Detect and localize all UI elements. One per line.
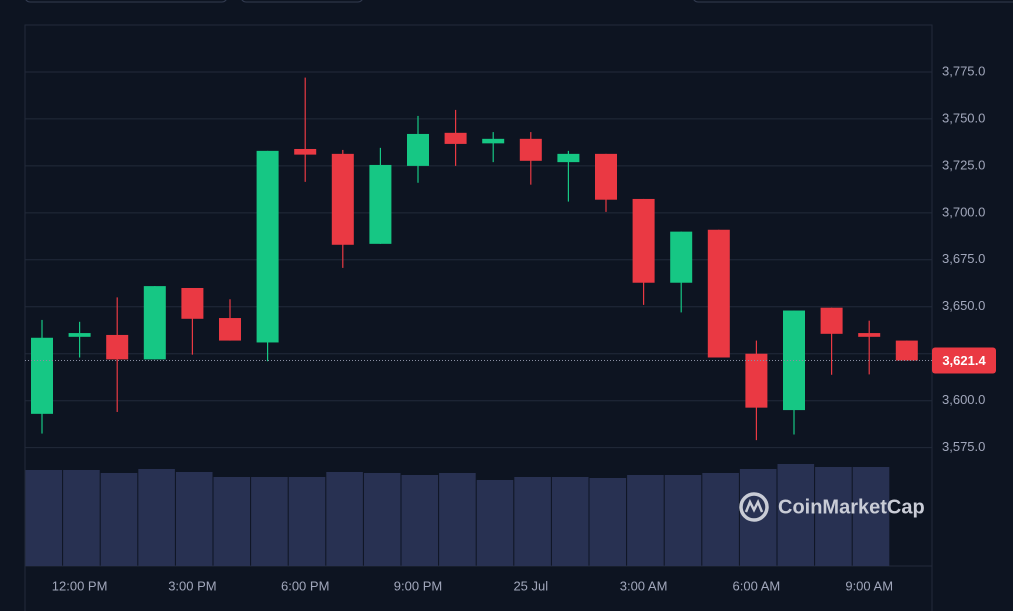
- candle-body: [595, 153, 617, 200]
- x-tick-label: 9:00 PM: [394, 578, 442, 593]
- candle-body: [68, 333, 91, 337]
- last-price-box: [932, 347, 996, 374]
- candle-body: [707, 229, 730, 358]
- volume-bar: [138, 469, 175, 566]
- candle-body: [31, 337, 53, 414]
- candle-body: [256, 150, 279, 343]
- volume-bar: [439, 473, 476, 566]
- volume-bar: [25, 470, 63, 566]
- volume-bar: [476, 480, 514, 566]
- candle-body: [294, 148, 317, 155]
- volume-bar: [514, 477, 551, 566]
- volume-bar: [288, 477, 326, 566]
- candle-body: [670, 231, 693, 283]
- volume-bar: [363, 473, 401, 566]
- y-tick-label: 3,775.0: [942, 63, 985, 78]
- volume-bar: [664, 475, 702, 566]
- candle-body: [444, 132, 467, 144]
- watermark-logo: [739, 492, 769, 522]
- x-tick-label: 3:00 PM: [168, 578, 216, 593]
- volume-bar: [63, 470, 100, 566]
- volume-bar: [100, 473, 138, 566]
- volume-bar: [815, 467, 852, 566]
- volume-bar: [401, 475, 439, 566]
- volume-bar: [702, 473, 739, 566]
- y-tick-label: 3,650.0: [942, 298, 985, 313]
- candle-body: [895, 340, 918, 361]
- volume-bar: [175, 472, 213, 566]
- x-tick-label: 3:00 AM: [620, 578, 668, 593]
- y-tick-label: 3,750.0: [942, 110, 985, 125]
- volume-bar: [326, 472, 363, 566]
- last-price-label: 3,621.4: [942, 353, 986, 368]
- y-tick-label: 3,700.0: [942, 204, 985, 219]
- candle-body: [745, 353, 768, 408]
- volume-bar: [213, 477, 251, 566]
- candle-body: [482, 138, 505, 144]
- y-tick-label: 3,600.0: [942, 392, 985, 407]
- y-tick-label: 3,675.0: [942, 251, 985, 266]
- y-tick-label: 3,725.0: [942, 157, 985, 172]
- volume-bar: [251, 477, 288, 566]
- toolbar-button[interactable]: [693, 0, 1013, 3]
- candle-body: [181, 287, 204, 319]
- y-tick-label: 3,575.0: [942, 439, 985, 454]
- volume-bar: [777, 464, 815, 566]
- watermark: CoinMarketCap: [778, 496, 925, 518]
- candle-body: [143, 286, 166, 360]
- candle-body: [407, 133, 429, 166]
- volume-bar: [551, 477, 589, 566]
- candle-body: [369, 164, 392, 244]
- x-tick-label: 6:00 AM: [733, 578, 781, 593]
- volume-bar: [627, 475, 664, 566]
- candle-body: [219, 318, 241, 341]
- x-tick-label: 25 Jul: [513, 578, 548, 593]
- volume-bar: [852, 467, 890, 566]
- volume-bar: [589, 478, 627, 566]
- candle-body: [331, 153, 354, 245]
- candle-body: [632, 198, 655, 283]
- x-tick-label: 9:00 AM: [845, 578, 893, 593]
- toolbar-button[interactable]: [241, 0, 363, 3]
- candle-body: [106, 334, 129, 360]
- candle-body: [557, 153, 580, 163]
- toolbar-button[interactable]: [25, 0, 227, 3]
- candle-body: [519, 138, 542, 161]
- x-tick-label: 6:00 PM: [281, 578, 329, 593]
- candle-body: [820, 307, 843, 334]
- candle-body: [858, 333, 881, 337]
- x-tick-label: 12:00 PM: [52, 578, 108, 593]
